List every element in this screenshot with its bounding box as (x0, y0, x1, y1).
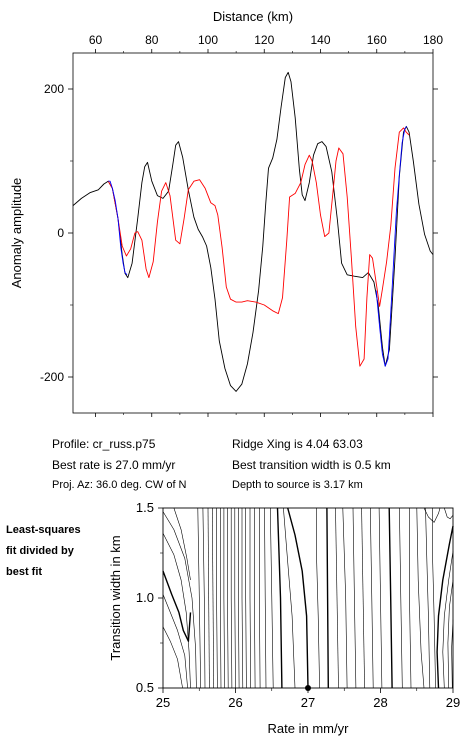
y-tick-label: 1.0 (136, 590, 154, 605)
contour-line-6 (197, 507, 201, 689)
contour-line-1 (162, 533, 191, 689)
plot-frame (72, 52, 434, 414)
contour-line-30 (342, 507, 348, 689)
contour-line-31 (352, 507, 357, 689)
contour-line-39 (425, 507, 431, 689)
source-depth-label: Depth to source is 3.17 km (232, 479, 363, 491)
contour-line-0 (162, 511, 197, 689)
projection-azimuth-label: Proj. Az: 36.0 deg. CW of N (52, 479, 187, 491)
x-axis-title: Rate in mm/yr (268, 721, 350, 736)
x-tick-label: 80 (145, 33, 159, 47)
side-caption-line-1: Least-squares (6, 524, 81, 536)
contour-line-5 (173, 507, 191, 581)
side-caption-line-3: best fit (6, 566, 43, 578)
contour-line-46 (444, 507, 454, 520)
x-tick-label: 29 (446, 695, 460, 710)
contour-line-13 (227, 508, 229, 689)
contour-line-11 (220, 508, 222, 689)
contour-line-33 (370, 507, 374, 689)
anomaly-series-3 (375, 126, 408, 367)
contour-line-23 (270, 507, 274, 689)
best-rate-label: Best rate is 27.0 mm/yr (52, 458, 176, 472)
x-tick-label: 27 (301, 695, 315, 710)
contour-line-15 (234, 508, 236, 689)
contour-line-36 (399, 507, 403, 689)
misfit-contour-chart: 25 26 27 28 29 0.5 1.0 1.5 Rate in mm/yr Transiti… (108, 500, 460, 736)
contour-line-19 (249, 508, 251, 689)
contour-line-21 (259, 508, 261, 689)
contour-line-27 (316, 508, 320, 689)
y-axis-title: Transition width in km (108, 535, 123, 660)
contour-line-25 (283, 507, 296, 689)
contour-line-43 (447, 579, 454, 689)
contour-line-8 (207, 507, 210, 689)
best-transition-label: Best transition width is 0.5 km (232, 458, 391, 472)
anomaly-series-0 (72, 71, 434, 392)
contour-line-38 (416, 507, 425, 689)
profile-label: Profile: cr_russ.p75 (52, 437, 156, 451)
x-tick-label: 28 (373, 695, 387, 710)
contour-line-9 (212, 507, 214, 689)
contour-line-7 (202, 507, 206, 689)
x-tick-label: 120 (254, 33, 274, 47)
anomaly-series-1 (107, 127, 410, 367)
x-tick-label: 26 (228, 695, 242, 710)
contour-line-22 (264, 507, 267, 689)
x-tick-label: 140 (310, 33, 330, 47)
contour-line-17 (241, 508, 244, 689)
anomaly-series-2 (108, 180, 128, 276)
best-fit-marker (305, 685, 311, 691)
contour-line-41 (436, 525, 454, 689)
x-tick-label: 100 (198, 33, 218, 47)
y-tick-label: 200 (44, 82, 64, 96)
contour-line-24 (276, 507, 283, 689)
y-tick-label: -200 (40, 370, 64, 384)
contour-line-29 (335, 507, 339, 689)
contour-line-2 (162, 570, 192, 642)
contour-line-44 (451, 619, 454, 689)
contour-line-3 (162, 594, 188, 689)
x-tick-label: 60 (89, 33, 103, 47)
y-tick-label: 1.5 (136, 500, 154, 515)
side-caption-line-2: fit divided by (6, 545, 74, 557)
contour-line-42 (442, 551, 454, 689)
x-tick-label: 180 (423, 33, 443, 47)
anomaly-profile-chart: 60 80 100 120 140 160 180 200 0 -200 Distance (km)… (9, 9, 443, 417)
contour-line-10 (216, 508, 218, 689)
contour-line-12 (223, 508, 225, 689)
contour-line-45 (423, 507, 441, 523)
contour-line-32 (361, 507, 365, 689)
contour-line-37 (409, 508, 412, 689)
contour-line-18 (245, 508, 247, 689)
contour-line-40 (432, 508, 436, 689)
contour-line-4 (162, 626, 183, 689)
y-axis-title: Anomaly amplitude (9, 178, 24, 289)
contour-line-34 (378, 507, 383, 689)
y-tick-label: 0.5 (136, 680, 154, 695)
ridge-crossing-label: Ridge Xing is 4.04 63.03 (232, 437, 363, 451)
contour-line-35 (388, 507, 393, 689)
contour-line-26 (287, 507, 309, 689)
contour-line-28 (326, 507, 329, 689)
x-tick-label: 25 (156, 695, 170, 710)
y-tick-label: 0 (57, 226, 64, 240)
x-axis-title: Distance (km) (213, 9, 293, 24)
contour-line-20 (254, 508, 256, 689)
contour-line-16 (238, 508, 240, 689)
x-tick-label: 160 (367, 33, 387, 47)
contour-line-14 (230, 508, 233, 689)
